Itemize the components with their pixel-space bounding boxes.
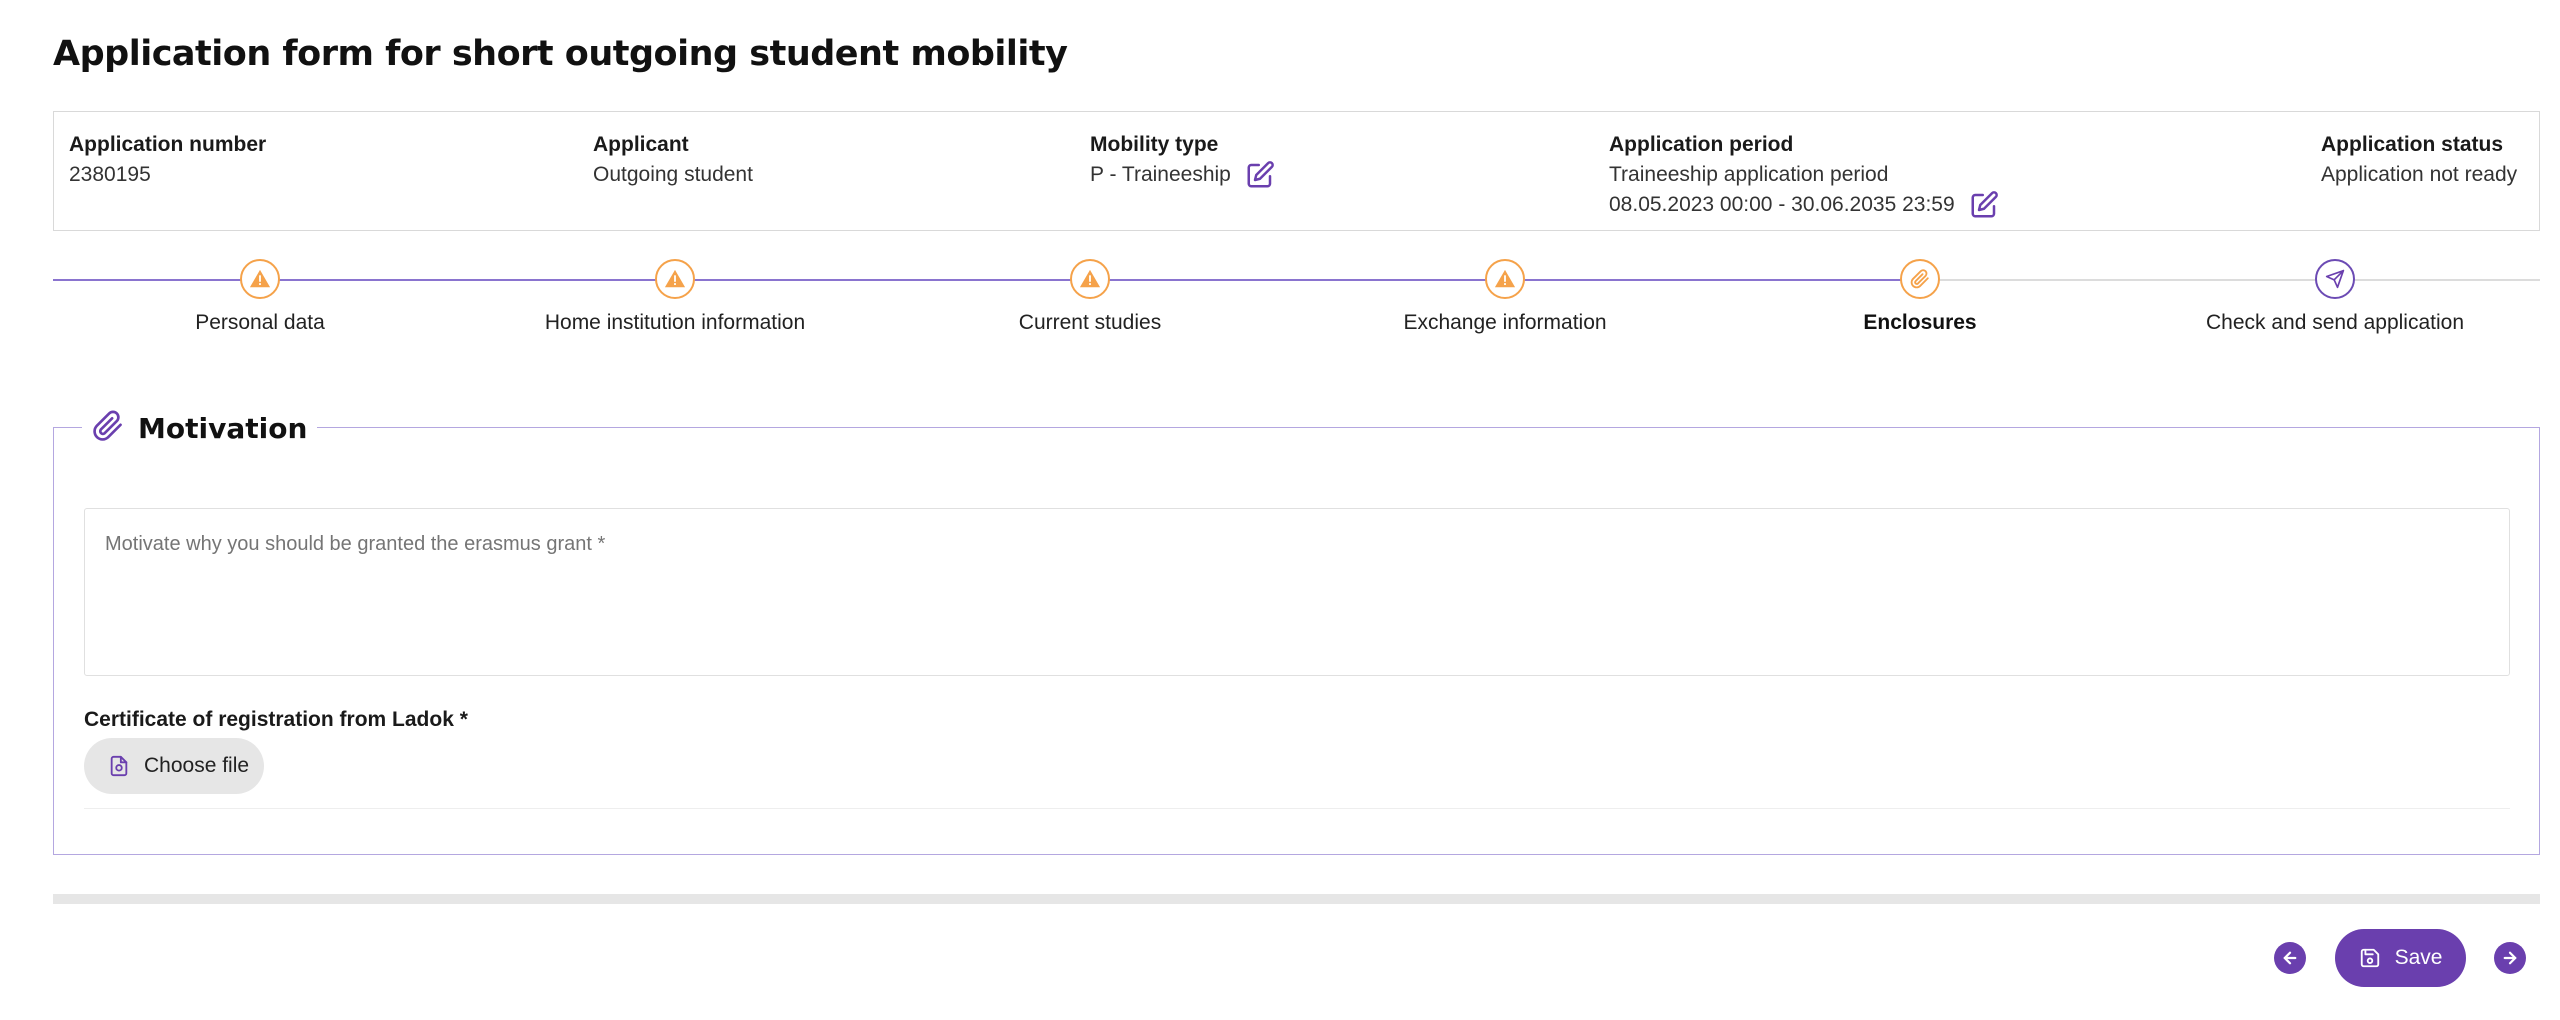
mobility-type-block: Mobility type P - Traineeship	[1090, 130, 1275, 190]
save-button[interactable]: Save	[2335, 929, 2466, 987]
step-label: Current studies	[1018, 311, 1162, 334]
arrow-right-icon	[2503, 951, 2517, 965]
save-icon	[2360, 948, 2379, 968]
step-personal-data[interactable]: Personal data	[50, 255, 470, 335]
application-number-block: Application number 2380195	[69, 130, 266, 190]
previous-step-button[interactable]	[2274, 942, 2306, 974]
motivation-textarea[interactable]	[84, 508, 2510, 676]
mobility-type-label: Mobility type	[1090, 133, 1219, 156]
file-icon	[110, 755, 128, 777]
step-exchange-information[interactable]: Exchange information	[1295, 255, 1715, 335]
applicant-block: Applicant Outgoing student	[593, 130, 753, 190]
edit-mobility-type-icon[interactable]	[1245, 160, 1275, 190]
paperclip-icon	[1900, 259, 1940, 299]
step-check-and-send-application[interactable]: Check and send application	[2125, 255, 2545, 335]
next-step-button[interactable]	[2494, 942, 2526, 974]
mobility-type-value: P - Traineeship	[1090, 163, 1231, 186]
arrow-left-icon	[2283, 951, 2297, 965]
application-number-value: 2380195	[69, 163, 151, 186]
application-period-dates-row: 08.05.2023 00:00 - 30.06.2035 23:59	[1609, 190, 1999, 220]
certificate-label: Certificate of registration from Ladok *	[84, 708, 468, 731]
warning-icon	[1070, 259, 1110, 299]
choose-file-button[interactable]: Choose file	[84, 738, 264, 794]
application-period-dates: 08.05.2023 00:00 - 30.06.2035 23:59	[1609, 193, 1955, 216]
mobility-type-row: P - Traineeship	[1090, 160, 1275, 190]
motivation-title: Motivation	[138, 411, 308, 445]
warning-icon	[655, 259, 695, 299]
step-current-studies[interactable]: Current studies	[880, 255, 1300, 335]
stepper-line-remaining	[1920, 279, 2540, 281]
step-enclosures[interactable]: Enclosures	[1710, 255, 2130, 335]
step-label: Enclosures	[1863, 311, 1977, 334]
application-status-block: Application status Application not ready	[2321, 130, 2517, 190]
motivation-section: Motivation Certificate of registration f…	[53, 409, 2540, 855]
warning-icon	[240, 259, 280, 299]
warning-icon	[1485, 259, 1525, 299]
applicant-label: Applicant	[593, 133, 689, 156]
application-period-label: Application period	[1609, 133, 1794, 156]
motivation-legend: Motivation	[82, 409, 318, 447]
application-period-value: Traineeship application period	[1609, 163, 1889, 186]
send-icon	[2315, 259, 2355, 299]
step-label: Personal data	[195, 311, 325, 334]
application-number-label: Application number	[69, 133, 267, 156]
divider	[84, 808, 2510, 809]
step-label: Exchange information	[1403, 311, 1607, 334]
application-summary: Application number 2380195 Applicant Out…	[53, 111, 2540, 231]
edit-application-period-icon[interactable]	[1969, 190, 1999, 220]
step-label: Check and send application	[2205, 311, 2464, 334]
step-home-institution-information[interactable]: Home institution information	[465, 255, 885, 335]
application-status-label: Application status	[2321, 133, 2504, 156]
choose-file-label: Choose file	[144, 754, 250, 777]
section-divider-bar	[53, 894, 2540, 904]
application-status-value: Application not ready	[2321, 163, 2518, 186]
save-label: Save	[2394, 946, 2443, 969]
paperclip-icon	[92, 410, 124, 447]
application-period-block: Application period Traineeship applicati…	[1609, 130, 1999, 220]
stepper-line-completed	[53, 279, 1920, 281]
step-label: Home institution information	[544, 311, 806, 334]
progress-stepper: Personal data Home institution informati…	[53, 255, 2540, 345]
page-title: Application form for short outgoing stud…	[53, 34, 1068, 74]
applicant-value: Outgoing student	[593, 163, 753, 186]
